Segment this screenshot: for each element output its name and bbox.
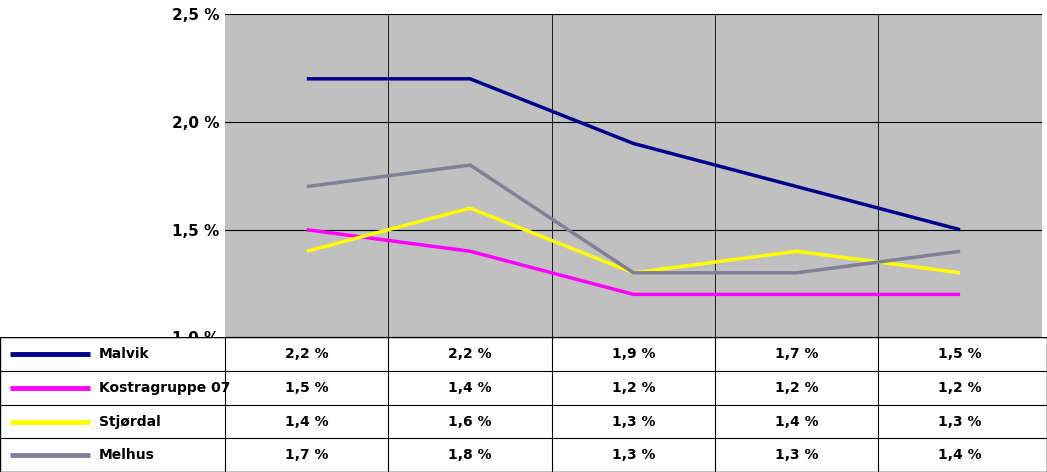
Text: 2,2 %: 2,2 % — [285, 347, 329, 361]
Text: Melhus: Melhus — [99, 448, 155, 462]
Text: 1,4 %: 1,4 % — [448, 381, 492, 395]
Text: 1,4 %: 1,4 % — [938, 448, 982, 462]
Text: 1,2 %: 1,2 % — [775, 381, 819, 395]
Text: Malvik: Malvik — [99, 347, 150, 361]
Text: 1,8 %: 1,8 % — [448, 448, 492, 462]
Text: 1,9 %: 1,9 % — [611, 347, 655, 361]
Text: Stjørdal: Stjørdal — [99, 414, 161, 429]
Text: 2,2 %: 2,2 % — [448, 347, 492, 361]
Text: 1,6 %: 1,6 % — [448, 414, 492, 429]
Text: 1,5 %: 1,5 % — [938, 347, 982, 361]
Text: 1,3 %: 1,3 % — [938, 414, 982, 429]
Text: 1,4 %: 1,4 % — [285, 414, 329, 429]
Text: 1,7 %: 1,7 % — [285, 448, 329, 462]
Text: 1,2 %: 1,2 % — [611, 381, 655, 395]
Text: 1,3 %: 1,3 % — [611, 414, 655, 429]
Text: 1,5 %: 1,5 % — [285, 381, 329, 395]
Text: 1,3 %: 1,3 % — [775, 448, 819, 462]
Text: 1,2 %: 1,2 % — [938, 381, 982, 395]
Text: 1,7 %: 1,7 % — [775, 347, 819, 361]
Text: 1,3 %: 1,3 % — [611, 448, 655, 462]
Text: Kostragruppe 07: Kostragruppe 07 — [99, 381, 230, 395]
Text: 1,4 %: 1,4 % — [775, 414, 819, 429]
